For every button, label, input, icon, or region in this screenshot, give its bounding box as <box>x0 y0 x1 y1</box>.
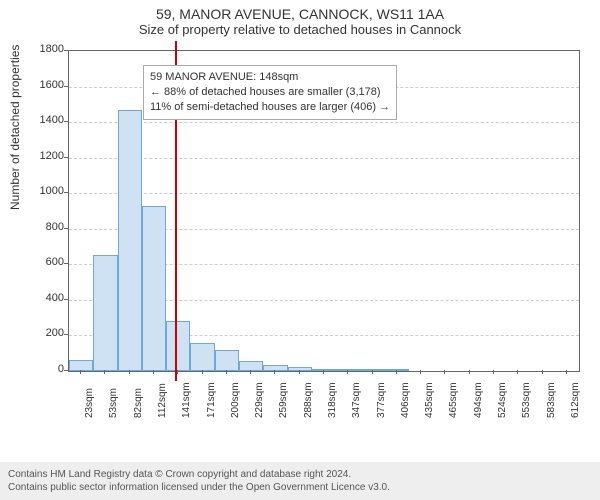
ytick-mark <box>64 86 68 87</box>
ytick-mark <box>64 334 68 335</box>
footer-line1: Contains HM Land Registry data © Crown c… <box>8 468 592 481</box>
chart-container: Number of detached properties 59 MANOR A… <box>0 40 600 440</box>
xtick-mark <box>517 370 518 374</box>
xtick-mark <box>202 370 203 374</box>
ytick-label: 400 <box>14 292 64 304</box>
footer: Contains HM Land Registry data © Crown c… <box>0 462 600 500</box>
ytick-label: 1600 <box>14 79 64 91</box>
legend-line2: ← 88% of detached houses are smaller (3,… <box>150 85 390 100</box>
xtick-mark <box>104 370 105 374</box>
xtick-label: 318sqm <box>327 382 338 418</box>
histogram-bar <box>69 360 93 371</box>
ytick-label: 200 <box>14 327 64 339</box>
histogram-bar <box>142 206 166 371</box>
gridline <box>69 193 579 194</box>
xtick-label: 347sqm <box>351 382 362 418</box>
xtick-label: 465sqm <box>448 382 459 418</box>
xtick-mark <box>80 370 81 374</box>
xtick-mark <box>129 370 130 374</box>
xtick-mark <box>323 370 324 374</box>
gridline <box>69 158 579 159</box>
histogram-bar <box>239 361 263 371</box>
footer-line2: Contains public sector information licen… <box>8 481 592 494</box>
page-title-line2: Size of property relative to detached ho… <box>0 22 600 37</box>
xtick-label: 82sqm <box>133 388 144 418</box>
histogram-bar <box>166 321 190 371</box>
xtick-label: 23sqm <box>84 388 95 418</box>
xtick-label: 259sqm <box>278 382 289 418</box>
xtick-label: 524sqm <box>497 382 508 418</box>
xtick-label: 612sqm <box>570 382 581 418</box>
xtick-label: 583sqm <box>546 382 557 418</box>
xtick-label: 229sqm <box>254 382 265 418</box>
legend-box: 59 MANOR AVENUE: 148sqm ← 88% of detache… <box>143 65 397 120</box>
xtick-mark <box>299 370 300 374</box>
histogram-bar <box>288 367 312 371</box>
xtick-mark <box>153 370 154 374</box>
xtick-label: 171sqm <box>206 382 217 418</box>
ytick-label: 1000 <box>14 185 64 197</box>
ytick-label: 800 <box>14 221 64 233</box>
ytick-mark <box>64 299 68 300</box>
xtick-label: 377sqm <box>376 382 387 418</box>
page-title-line1: 59, MANOR AVENUE, CANNOCK, WS11 1AA <box>0 0 600 22</box>
xtick-mark <box>566 370 567 374</box>
xtick-mark <box>274 370 275 374</box>
ytick-mark <box>64 121 68 122</box>
ytick-label: 600 <box>14 256 64 268</box>
xtick-label: 141sqm <box>181 382 192 418</box>
xtick-mark <box>177 370 178 374</box>
xtick-label: 435sqm <box>424 382 435 418</box>
histogram-bar <box>118 110 142 371</box>
xtick-label: 494sqm <box>473 382 484 418</box>
xtick-label: 406sqm <box>400 382 411 418</box>
ytick-mark <box>64 157 68 158</box>
ytick-mark <box>64 370 68 371</box>
xtick-label: 200sqm <box>230 382 241 418</box>
xtick-mark <box>420 370 421 374</box>
xtick-mark <box>493 370 494 374</box>
legend-line3: 11% of semi-detached houses are larger (… <box>150 100 390 115</box>
histogram-bar <box>360 369 384 371</box>
xtick-mark <box>226 370 227 374</box>
ytick-label: 1800 <box>14 43 64 55</box>
xtick-label: 53sqm <box>108 388 119 418</box>
ytick-mark <box>64 192 68 193</box>
histogram-bar <box>93 255 117 371</box>
xtick-label: 553sqm <box>521 382 532 418</box>
plot-area: 59 MANOR AVENUE: 148sqm ← 88% of detache… <box>68 50 580 372</box>
histogram-bar <box>336 369 360 371</box>
histogram-bar <box>190 343 214 371</box>
xtick-mark <box>250 370 251 374</box>
xtick-mark <box>396 370 397 374</box>
xtick-label: 112sqm <box>157 383 168 418</box>
histogram-bar <box>215 350 239 371</box>
histogram-bar <box>385 369 409 371</box>
xtick-mark <box>469 370 470 374</box>
ytick-mark <box>64 263 68 264</box>
xtick-mark <box>347 370 348 374</box>
xtick-mark <box>372 370 373 374</box>
ytick-label: 1400 <box>14 114 64 126</box>
ytick-mark <box>64 228 68 229</box>
xtick-mark <box>542 370 543 374</box>
ytick-label: 1200 <box>14 150 64 162</box>
ytick-mark <box>64 50 68 51</box>
legend-line1: 59 MANOR AVENUE: 148sqm <box>150 70 390 85</box>
histogram-bar <box>263 365 287 371</box>
xtick-label: 288sqm <box>303 382 314 418</box>
gridline <box>69 122 579 123</box>
ytick-label: 0 <box>14 363 64 375</box>
xtick-mark <box>444 370 445 374</box>
